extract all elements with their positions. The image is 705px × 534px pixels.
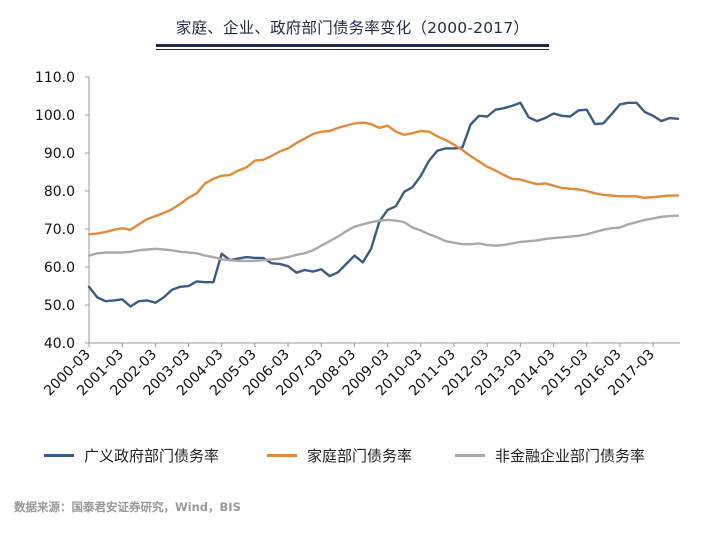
chart-title: 家庭、企业、政府部门债务率变化（2000-2017） (175, 19, 530, 37)
y-tick-label: 40.0 (44, 336, 75, 352)
source-note: 数据来源：国泰君安证券研究，Wind，BIS (14, 500, 241, 514)
legend-item-household: 家庭部门债务率 (267, 445, 412, 466)
y-tick-label: 90.0 (44, 146, 75, 162)
title-underline-thin (156, 49, 549, 50)
legend-label-government: 广义政府部门债务率 (84, 447, 220, 465)
title-underline (156, 44, 549, 47)
legend-label-corporate: 非金融企业部门债务率 (495, 447, 646, 465)
legend-swatch-household (267, 454, 297, 457)
legend-swatch-government (44, 454, 74, 457)
legend-item-government: 广义政府部门债务率 (44, 445, 219, 466)
series-line-government (87, 101, 680, 308)
y-tick-label: 70.0 (44, 222, 75, 238)
y-tick-label: 80.0 (44, 184, 75, 200)
y-tick-label: 110.0 (35, 70, 75, 86)
series-line-corporate (87, 214, 680, 263)
legend: 广义政府部门债务率 家庭部门债务率 非金融企业部门债务率 (0, 445, 705, 473)
legend-item-corporate: 非金融企业部门债务率 (455, 445, 645, 466)
y-tick-label: 100.0 (35, 108, 75, 124)
series-line-household (87, 121, 680, 236)
y-tick-label: 60.0 (44, 260, 75, 276)
legend-label-household: 家庭部门债务率 (307, 447, 413, 465)
y-tick-label: 50.0 (44, 298, 75, 314)
legend-swatch-corporate (455, 454, 485, 457)
